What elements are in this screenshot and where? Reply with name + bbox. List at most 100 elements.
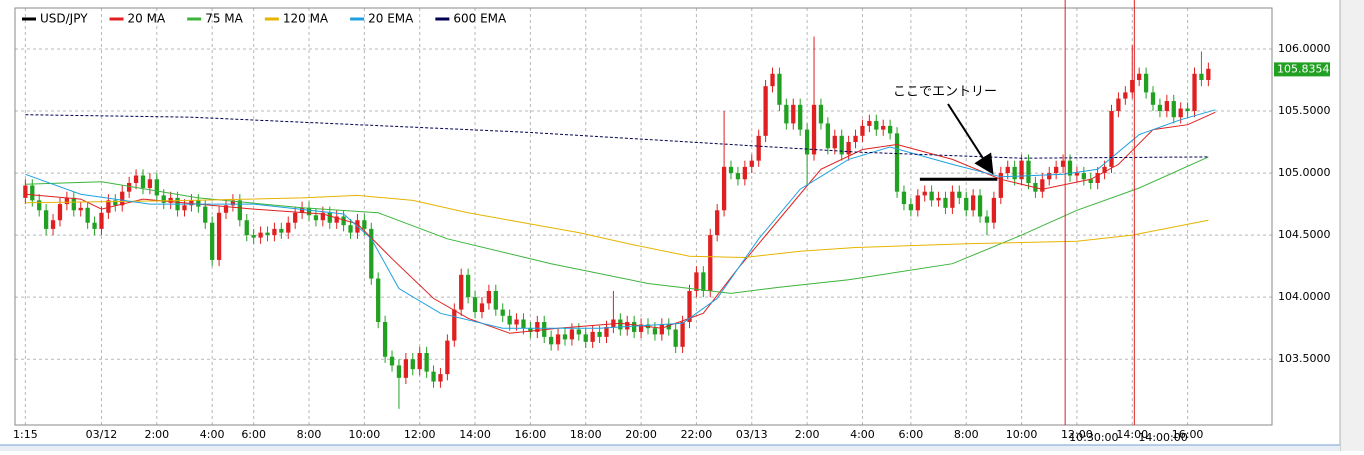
candle-body (1157, 104, 1163, 112)
candle-body (1012, 166, 1017, 180)
indicator-line (25, 109, 1216, 329)
candle-body (867, 120, 872, 126)
candle-body (728, 166, 734, 174)
candle-body (811, 104, 817, 155)
candle-body (652, 328, 658, 335)
candle-body (1040, 179, 1045, 192)
candle-body (977, 195, 983, 217)
candle-body (555, 334, 561, 345)
plot (23, 36, 1216, 409)
x-tick-label: 03/13 (736, 428, 768, 441)
candle-body (832, 135, 837, 149)
candle-body (1054, 166, 1059, 174)
candle-body (1164, 101, 1169, 112)
candle-body (1199, 73, 1204, 80)
plot-frame (14, 7, 1273, 426)
candle-body (618, 319, 623, 330)
candle-body (1026, 160, 1031, 183)
candle-body (535, 321, 540, 332)
candle-body (479, 303, 485, 313)
candle-body (1102, 166, 1107, 174)
candle-body (901, 191, 907, 205)
candle-body (410, 359, 415, 370)
candle-body (569, 329, 575, 340)
legend-label: 20 EMA (368, 12, 414, 26)
candle-body (576, 329, 581, 335)
candle-body (1005, 166, 1010, 174)
time-marker-label: 10:30:00 (1069, 431, 1118, 444)
candle-body (92, 222, 97, 229)
candle-body (1088, 179, 1093, 183)
legend-label: 600 EMA (453, 12, 507, 26)
candle-body (1019, 160, 1024, 180)
x-tick-label: 14:00 (459, 428, 491, 441)
candle-body (770, 73, 775, 87)
candle-body (472, 297, 478, 313)
candle-body (818, 104, 824, 124)
candle-body (915, 195, 920, 211)
x-tick-label: 12:00 (404, 428, 436, 441)
candle-body (154, 179, 159, 196)
candle-body (369, 228, 374, 279)
candle-body (825, 123, 831, 149)
candle-body (562, 334, 568, 340)
y-tick-label: 103.5000 (1278, 352, 1331, 365)
candle-body (853, 135, 858, 143)
indicator-line (25, 156, 1209, 294)
y-tick-label: 106.0000 (1278, 42, 1331, 55)
candle-body (299, 207, 305, 213)
candle-body (1095, 173, 1100, 183)
x-tick-label: 2:00 (795, 428, 820, 441)
candle-body (735, 173, 741, 180)
candle-body (756, 135, 761, 161)
candle-body (486, 290, 492, 304)
candle-body (777, 73, 782, 105)
candle-body (50, 220, 56, 229)
candle-body (279, 228, 284, 233)
x-tick-label: 16:00 (515, 428, 547, 441)
indicator-line (25, 111, 1216, 334)
candle-body (922, 191, 927, 196)
candle-body (894, 133, 900, 192)
candle-body (1192, 73, 1197, 112)
x-tick-label: 2:00 (144, 428, 169, 441)
candle-body (887, 125, 893, 134)
candle-body (701, 272, 706, 291)
x-tick-label: 4:00 (200, 428, 225, 441)
candle-body (327, 212, 332, 223)
candle-body (341, 216, 346, 226)
x-tick-label: 10:00 (349, 428, 381, 441)
last-price-box (1274, 62, 1330, 77)
legend-label: 120 MA (283, 12, 329, 26)
candle-body (846, 142, 851, 155)
candle-body (71, 197, 76, 211)
candle-body (970, 195, 976, 211)
candle-body (223, 205, 229, 213)
candle-body (465, 274, 471, 298)
candle-body (113, 200, 118, 206)
candle-body (784, 104, 789, 124)
annotation-arrow (947, 103, 994, 175)
candle-body (348, 225, 353, 233)
candle-body (182, 205, 187, 211)
candle-body (991, 197, 997, 223)
candle-body (597, 331, 602, 337)
candle-body (251, 235, 256, 238)
candle-body (798, 104, 803, 130)
candle-body (37, 200, 42, 211)
candle-body (106, 200, 111, 213)
candle-body (1060, 160, 1066, 167)
candle-body (549, 336, 554, 345)
candle-body (673, 329, 678, 347)
candle-body (120, 191, 125, 206)
x-tick-label: 8:00 (954, 428, 979, 441)
x-tick-label: 14:00 (1116, 428, 1148, 441)
x-tick-label: 1:15 (13, 428, 38, 441)
candle-body (189, 200, 194, 206)
candle-body (133, 175, 139, 183)
candle-body (950, 191, 955, 208)
candle-body (763, 86, 768, 136)
candle-body (396, 365, 402, 378)
candle-body (908, 204, 914, 211)
candle-body (1185, 108, 1190, 112)
